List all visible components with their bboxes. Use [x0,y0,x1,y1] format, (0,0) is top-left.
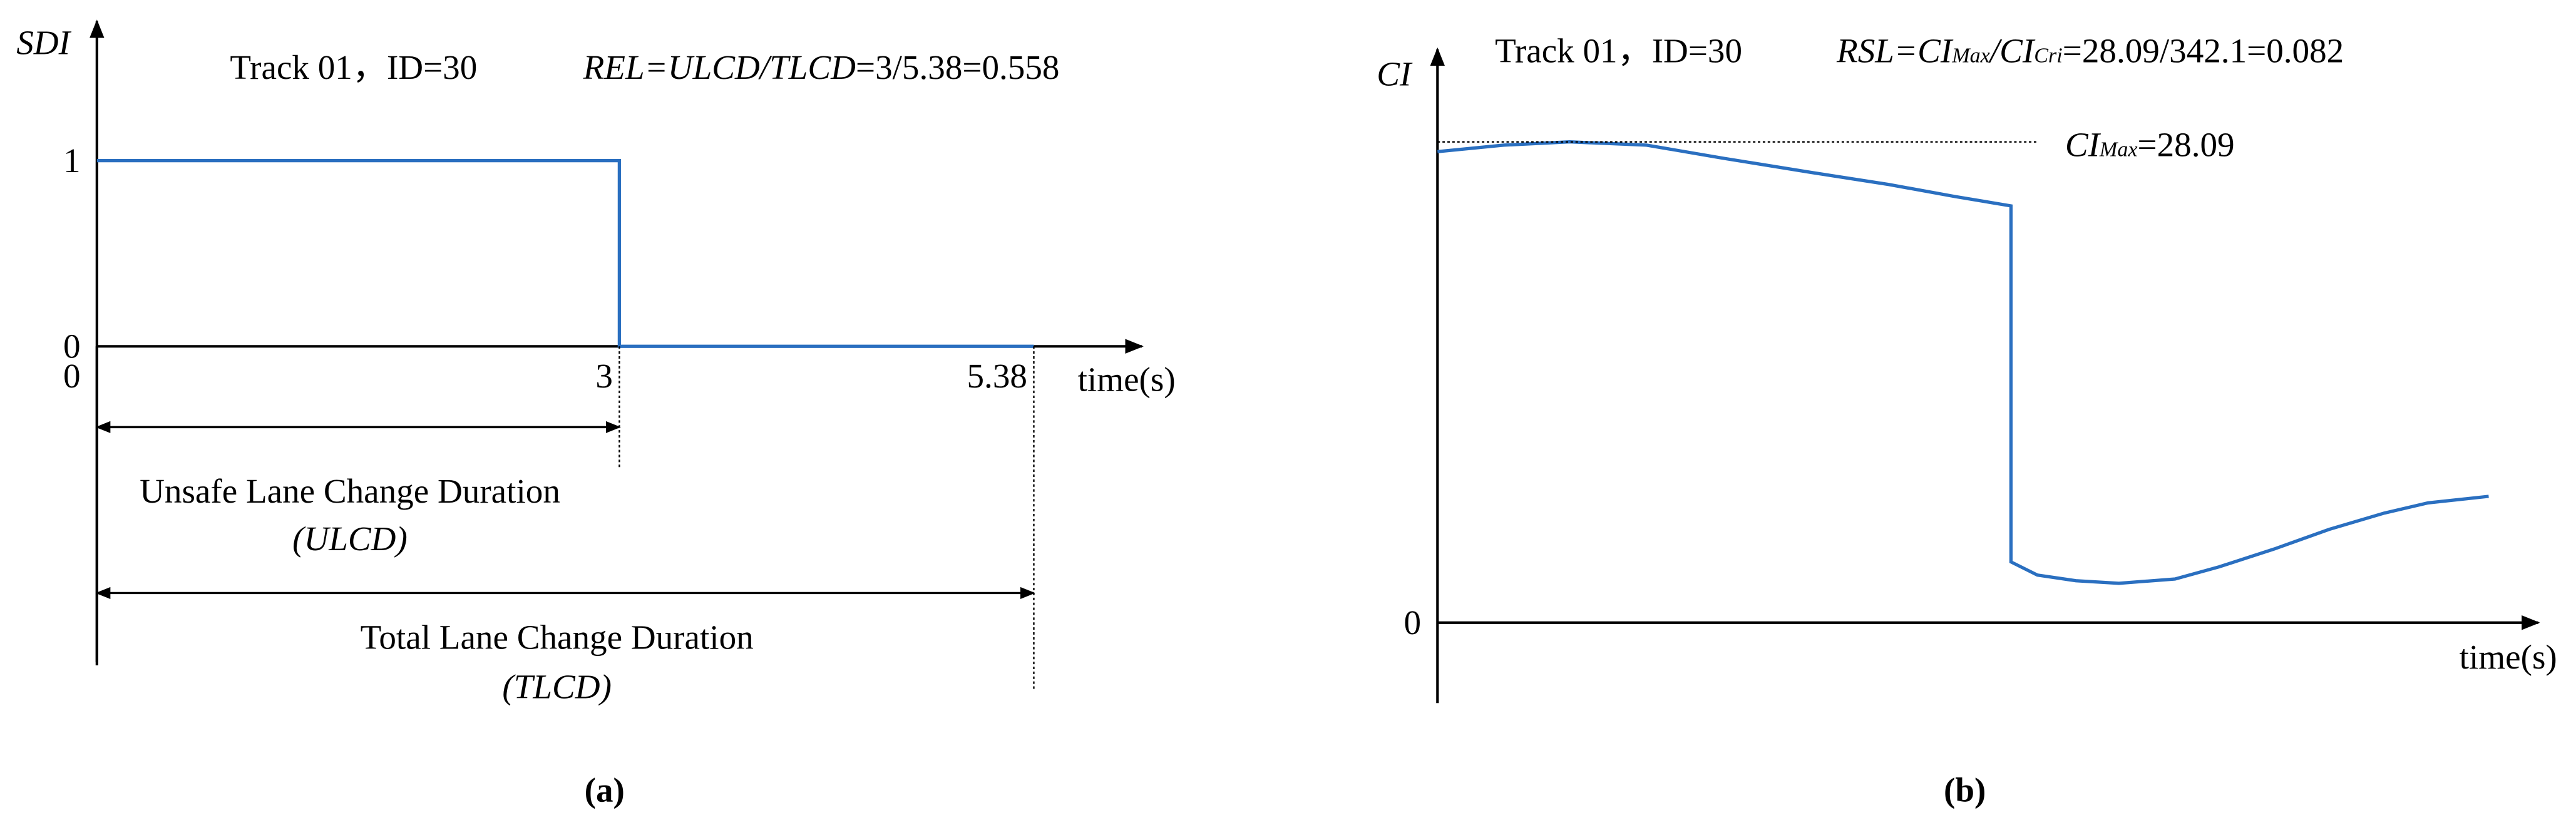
formula-part: REL=ULCD/TLCD [583,48,856,86]
title: Track 01，ID=30 [230,48,477,86]
formula-part: Max [1951,44,1990,68]
max-label-part: CI [2065,125,2101,163]
y-label: SDI [16,24,71,62]
y-label: CI [1377,54,1413,93]
y-tick-label: 0 [63,327,81,366]
max-label-part: =28.09 [2138,125,2235,163]
data-line [96,159,1034,348]
tlcd-label: Total Lane Change Duration [361,618,754,657]
data-line [1437,140,2489,585]
x-tick-label: 3 [595,357,613,395]
x-tick-label: 5.38 [967,357,1027,395]
formula: REL=ULCD/TLCD=3/5.38=0.558 [583,48,1060,86]
ulcd-abbr: (ULCD) [292,520,408,558]
formula-part: /CI [1988,32,2036,70]
x-tick-label: 0 [63,357,81,395]
y-tick-label: 0 [1404,603,1422,642]
max-label: CIMax=28.09 [2065,125,2235,163]
panel-label: (a) [585,771,625,809]
formula: RSL=CIMax/CICri=28.09/342.1=0.082 [1836,32,2344,70]
title: Track 01，ID=30 [1495,32,1742,70]
formula-part: Cri [2034,44,2063,68]
tlcd-abbr: (TLCD) [502,667,612,705]
formula-part: =28.09/342.1=0.082 [2063,32,2344,70]
formula-part: RSL=CI [1836,32,1954,70]
panel-label: (b) [1944,771,1986,809]
formula-part: =3/5.38=0.558 [856,48,1059,86]
x-label: time(s) [1078,361,1176,399]
y-tick-label: 1 [63,141,81,180]
max-label-part: Max [2099,138,2138,161]
x-label: time(s) [2460,638,2557,676]
ulcd-label: Unsafe Lane Change Duration [140,472,560,510]
